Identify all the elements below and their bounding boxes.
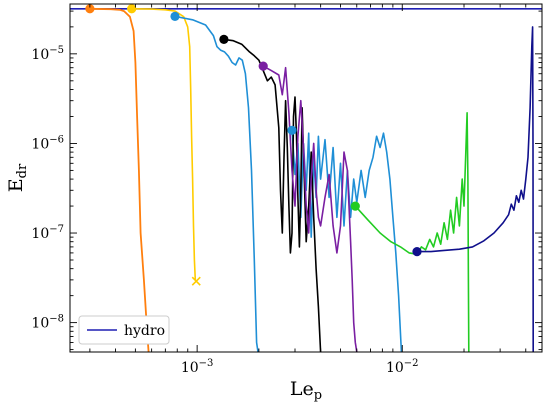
x-tick-label-2: 10−2 (386, 358, 419, 376)
series-start-marker-4 (170, 11, 180, 21)
marker-layer (85, 4, 422, 286)
y-tick-label-2: 10−6 (31, 134, 64, 152)
x-tick-label-1: 10−3 (181, 358, 214, 376)
series-start-marker-9 (412, 247, 422, 257)
y-axis-label: Edr (5, 163, 30, 192)
legend-label: hydro (124, 323, 165, 339)
y-tick-label-4: 10−8 (31, 314, 64, 332)
tick-layer: 10−3 10−2 10−5 10−6 10−7 10−8 (31, 4, 542, 376)
series-line-8 (354, 112, 470, 352)
plot-frame (69, 3, 543, 353)
series-line-5 (291, 130, 403, 352)
series-start-marker-8 (350, 201, 360, 211)
series-start-marker-2 (85, 4, 95, 14)
x-axis-label: Lep (290, 378, 322, 403)
series-line-4 (174, 15, 259, 352)
series-start-marker-6 (219, 34, 229, 45)
series-line-7 (262, 65, 358, 352)
y-tick-label-3: 10−7 (31, 224, 64, 242)
series-start-marker-5 (287, 125, 297, 135)
series-start-marker-7 (258, 61, 268, 71)
series-start-marker-3 (127, 4, 137, 14)
series-line-3 (131, 8, 197, 282)
legend-box (78, 315, 170, 345)
series-layer (70, 7, 542, 352)
series-line-2 (89, 7, 150, 352)
legend: hydro (78, 315, 170, 345)
y-tick-label-1: 10−5 (31, 45, 64, 63)
series-line-9 (417, 26, 534, 352)
series-end-marker-3 (191, 276, 201, 286)
